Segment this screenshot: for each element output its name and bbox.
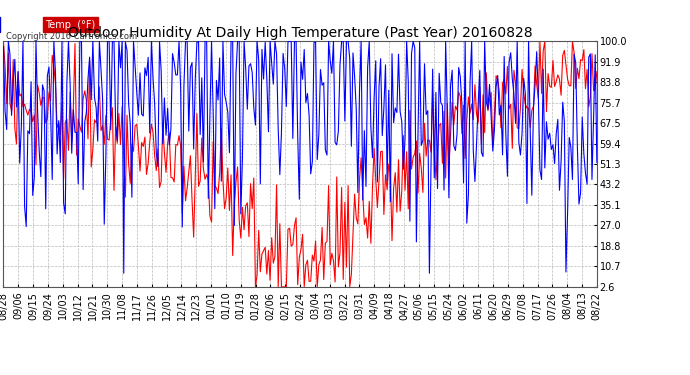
Text: Temp  (°F): Temp (°F) — [45, 20, 95, 30]
Title: Outdoor Humidity At Daily High Temperature (Past Year) 20160828: Outdoor Humidity At Daily High Temperatu… — [68, 26, 533, 40]
Text: Copyright 2016 Cartronics.com: Copyright 2016 Cartronics.com — [6, 32, 137, 41]
